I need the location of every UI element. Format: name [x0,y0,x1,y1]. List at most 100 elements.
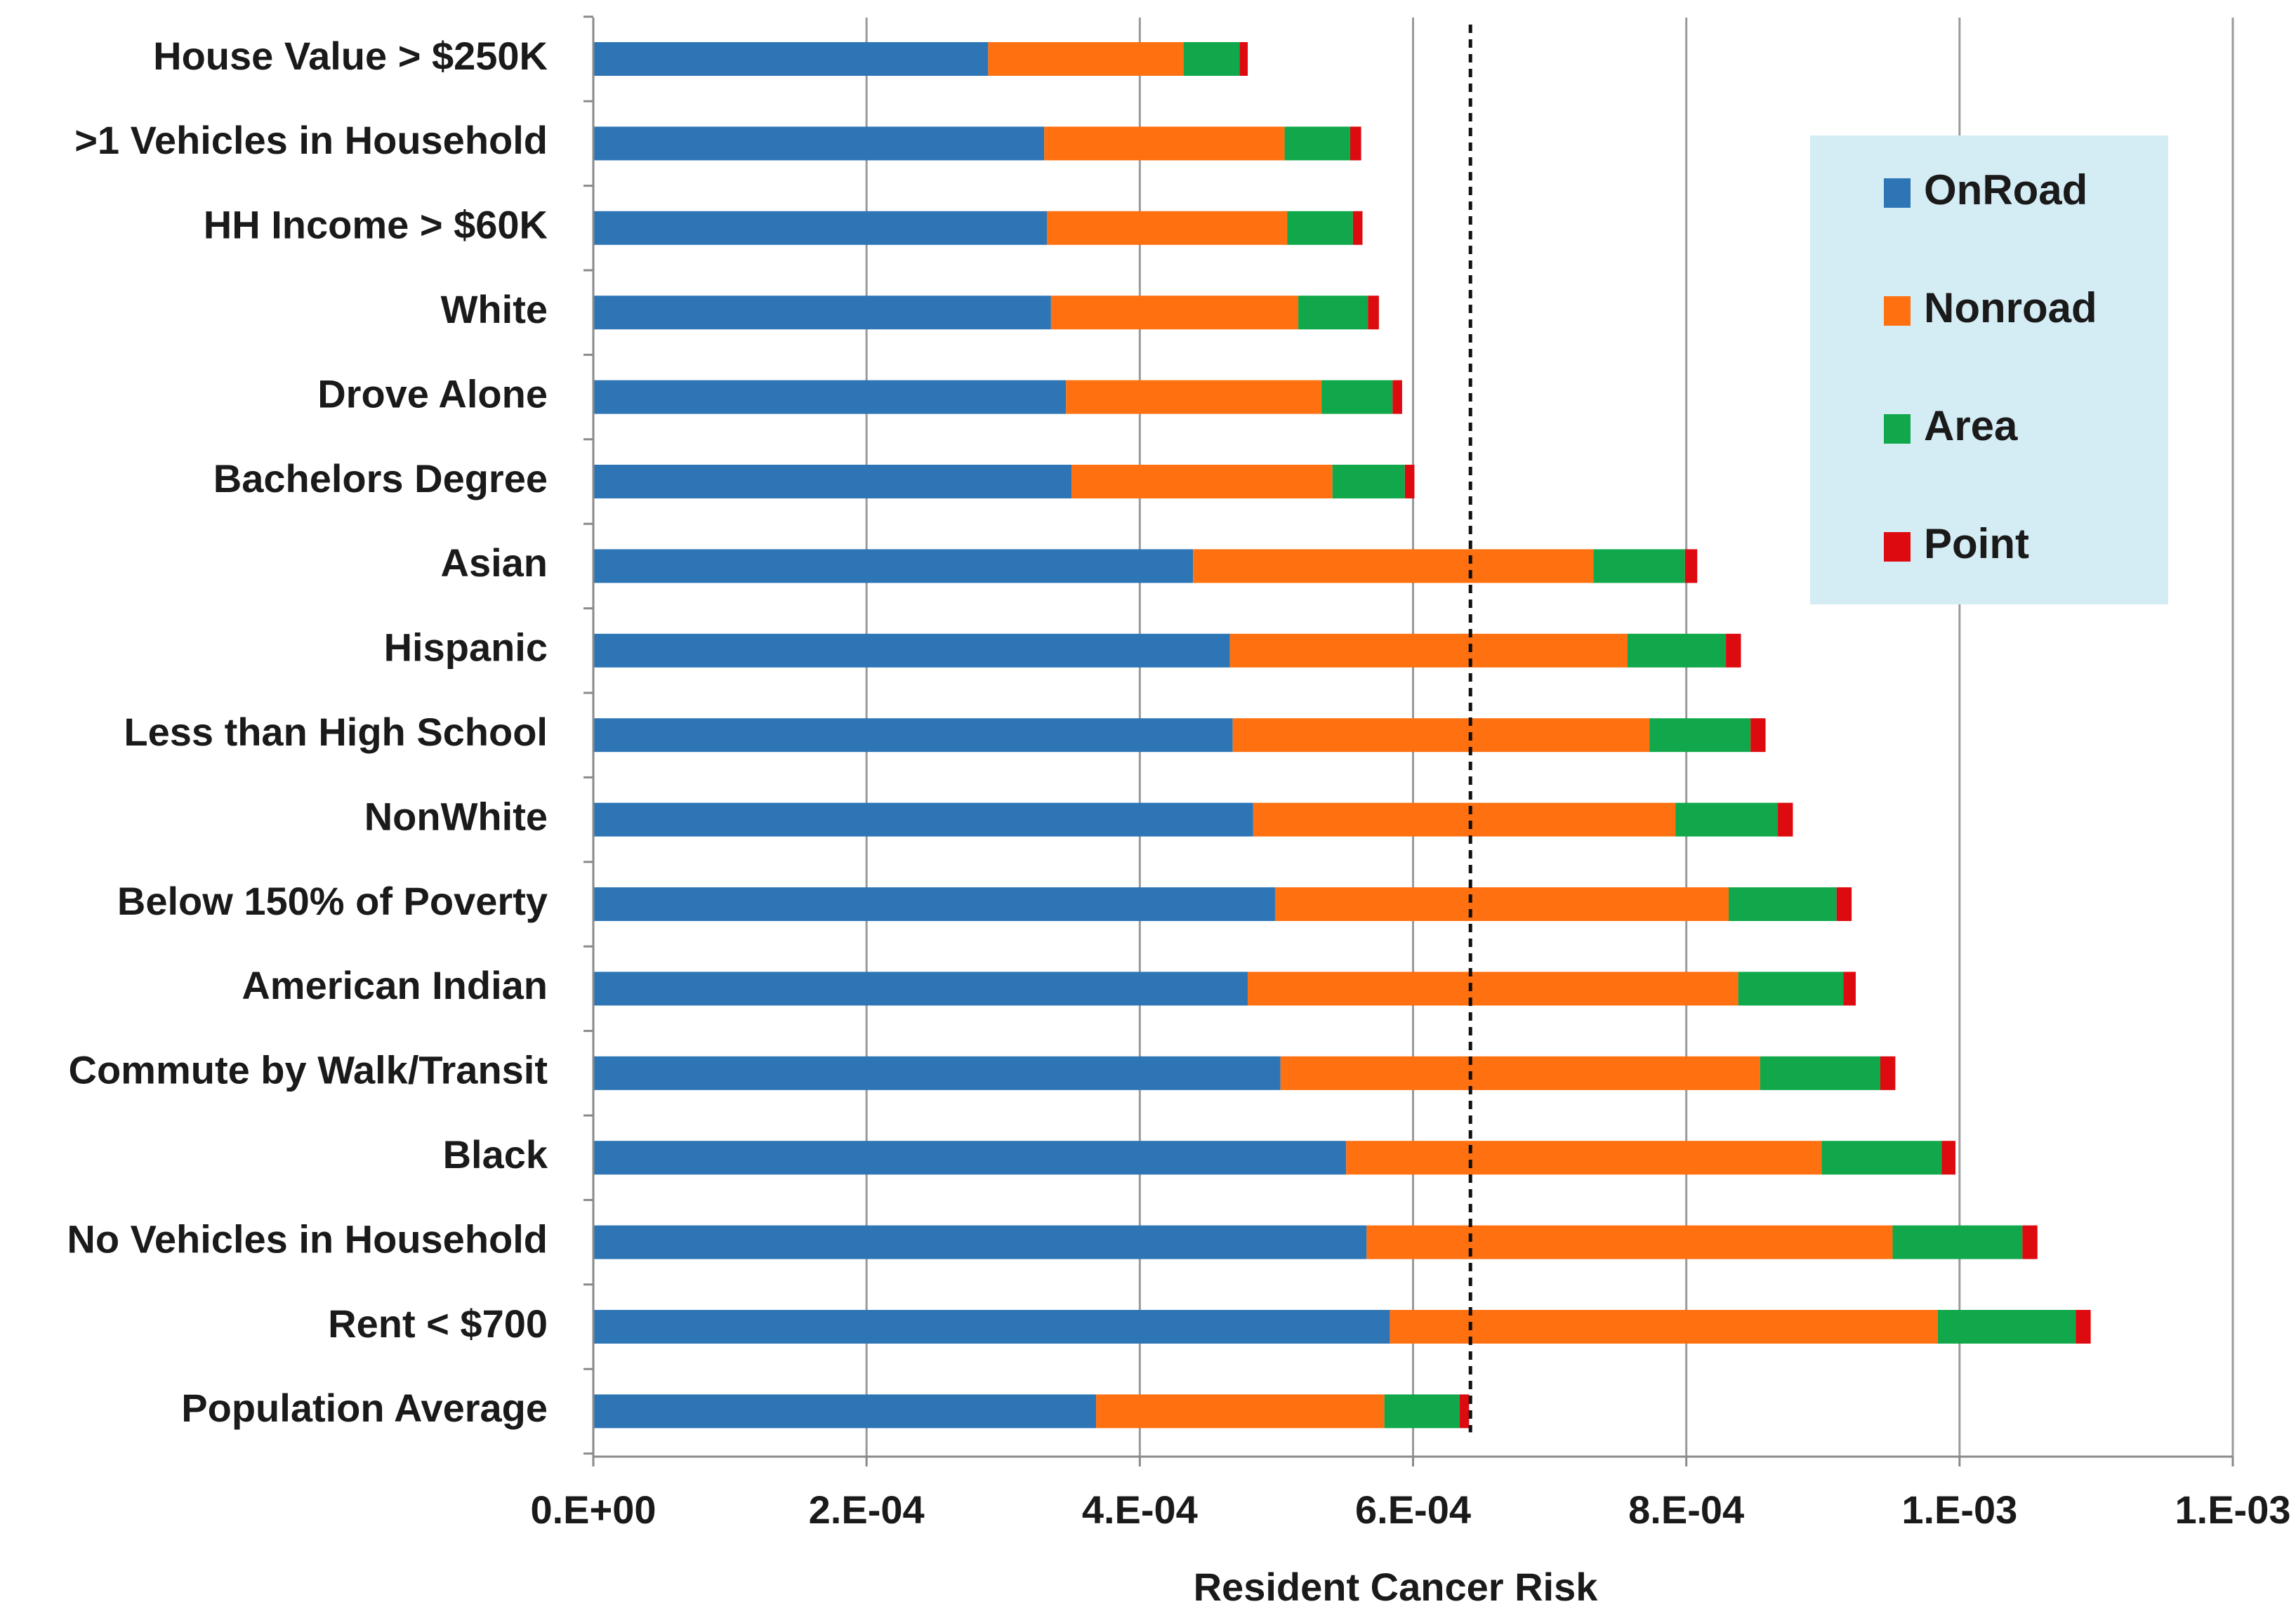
bar-segment-area [1760,1056,1880,1090]
bar-segment-point [1368,296,1379,330]
bar-segment-area [1892,1225,2023,1259]
bar-segment-nonroad [1232,718,1650,753]
legend-label: Nonroad [1924,284,2097,331]
legend-swatch-point [1884,532,1911,562]
category-label: Bachelors Degree [213,456,548,501]
bar-segment-point [1941,1141,1955,1175]
bar-segment-nonroad [1071,465,1333,498]
category-label: Hispanic [384,625,548,670]
bar-segment-area [1321,380,1393,414]
bar-segment-onroad [593,1056,1281,1090]
x-tick-label: 8.E-04 [1628,1488,1744,1532]
legend-swatch-nonroad [1884,296,1911,326]
bar-segment-nonroad [1346,1141,1822,1175]
bar-segment-nonroad [1044,126,1285,161]
x-tick-label: 6.E-04 [1355,1488,1471,1532]
category-label: Less than High School [124,710,548,754]
bar-segment-onroad [593,1141,1347,1175]
x-axis-title: Resident Cancer Risk [1194,1565,1599,1609]
bar-segment-area [1728,887,1837,921]
bar-segment-point [1352,211,1363,245]
bar-segment-nonroad [1274,887,1729,921]
x-tick-label: 0.E+00 [530,1488,656,1532]
bar-segment-onroad [593,126,1045,161]
bar-segment-onroad [593,380,1067,414]
legend-box [1810,135,2168,604]
bar-segment-onroad [593,296,1051,330]
bar-segment-point [1880,1056,1896,1090]
bar-segment-point [1750,718,1766,753]
bar-segment-point [1684,549,1698,583]
category-label: Rent < $700 [328,1301,548,1346]
bar-segment-nonroad [1280,1056,1760,1090]
bar-segment-area [1821,1141,1942,1175]
bar-segment-point [1843,972,1856,1006]
bar-segment-onroad [593,802,1253,837]
legend-label: OnRoad [1924,166,2087,213]
bar-segment-nonroad [1366,1225,1893,1259]
bar-segment-point [1404,465,1415,498]
bar-segment-nonroad [1193,549,1594,583]
bar-segment-nonroad [1248,972,1739,1006]
bar-segment-onroad [593,1394,1097,1429]
bar-segment-nonroad [1253,802,1676,837]
bar-segment-point [1726,633,1741,668]
axes: House Value > $250K >1 Vehicles in Househ… [67,15,2291,1609]
bar-segment-point [1392,380,1402,414]
bar-segment-point [1836,887,1852,921]
bar-segment-onroad [593,465,1072,498]
bar-segment-area [1593,549,1685,583]
bar-segment-area [1287,211,1353,245]
bar-segment-onroad [593,718,1233,753]
category-label: American Indian [242,963,548,1007]
bar-segment-onroad [593,1225,1367,1259]
bar-segment-point [1350,126,1361,161]
bar-segment-nonroad [1096,1394,1385,1429]
bar-segment-area [1284,126,1350,161]
x-tick-label: 1.E-03 [1901,1488,2017,1532]
category-label: HH Income > $60K [204,203,548,247]
bar-segment-point [1778,802,1793,837]
category-label: Population Average [181,1386,548,1430]
category-label: Drove Alone [317,371,548,416]
bar-segment-nonroad [988,42,1184,76]
bar-segment-point [2022,1225,2038,1259]
bar-segment-area [1649,718,1751,753]
bar-segment-onroad [593,633,1230,668]
x-tick-label: 1.E-03 [2175,1488,2291,1532]
bar-segment-area [1738,972,1844,1006]
bar-segment-nonroad [1390,1310,1938,1344]
legend-swatch-area [1884,414,1911,444]
bar-segment-onroad [593,42,989,76]
category-label: Below 150% of Poverty [117,879,548,923]
category-label: House Value > $250K [153,34,548,78]
bar-segment-area [1384,1394,1460,1429]
legend: OnRoad Nonroad Area Point [1810,135,2168,604]
category-label: Asian [441,541,548,585]
category-label: No Vehicles in Household [67,1217,548,1261]
category-label: White [441,287,548,331]
bar-segment-onroad [593,211,1048,245]
x-tick-label: 4.E-04 [1082,1488,1198,1532]
x-tick-label: 2.E-04 [809,1488,925,1532]
bar-segment-nonroad [1229,633,1628,668]
bar-segment-nonroad [1066,380,1322,414]
category-label: Black [443,1132,548,1177]
bar-segment-area [1627,633,1727,668]
category-label: >1 Vehicles in Household [74,118,548,162]
bar-segment-nonroad [1047,211,1288,245]
bar-segment-area [1937,1310,2076,1344]
bar-segment-onroad [593,887,1275,921]
category-label: Commute by Walk/Transit [69,1048,548,1092]
bar-segment-onroad [593,549,1194,583]
legend-swatch-onroad [1884,178,1911,208]
bar-segment-nonroad [1050,296,1299,330]
bar-segment-onroad [593,1310,1390,1344]
bar-segment-area [1332,465,1405,498]
bar-segment-onroad [593,972,1248,1006]
bar-segment-point [2076,1310,2091,1344]
bar-segment-point [1459,1394,1470,1429]
bar-segment-area [1675,802,1779,837]
